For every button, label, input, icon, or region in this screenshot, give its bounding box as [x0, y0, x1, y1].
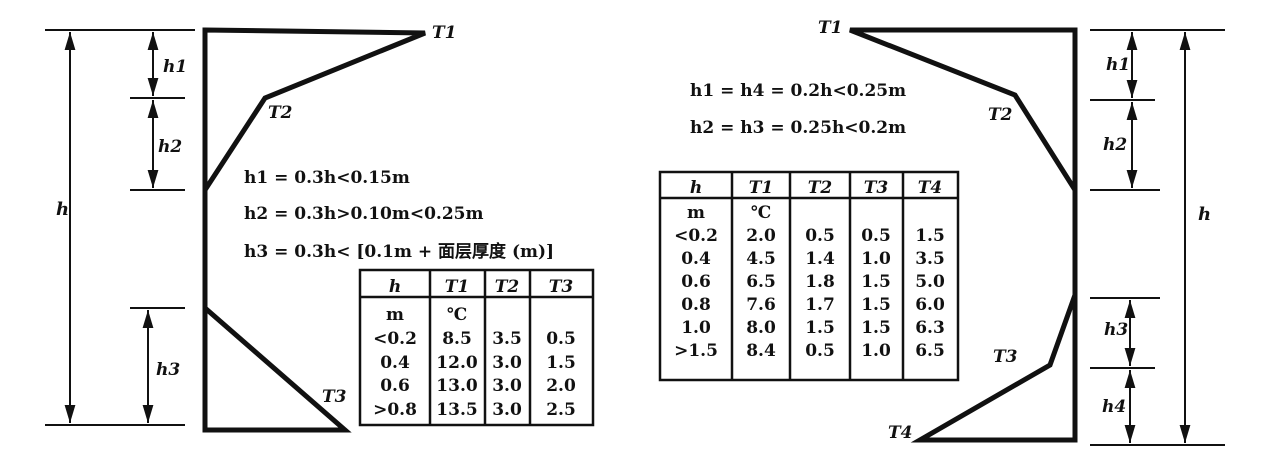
table-cell: 8.5 — [442, 329, 472, 349]
label-T1: T1 — [818, 18, 842, 38]
table-cell: 1.5 — [861, 272, 891, 292]
table-cell: 0.6 — [681, 272, 711, 292]
table-cell: 1.7 — [805, 295, 835, 315]
table-cell: 1.5 — [805, 318, 835, 338]
table-header: T3 — [549, 277, 574, 297]
label-T3: T3 — [322, 387, 347, 407]
table-cell: <0.2 — [674, 226, 718, 246]
table-cell: 2.0 — [546, 376, 576, 396]
label-T2: T2 — [268, 103, 293, 123]
table-cell: 13.0 — [436, 376, 478, 396]
table-cell: 1.0 — [681, 318, 711, 338]
label-h3: h3 — [1104, 320, 1128, 340]
label-T4: T4 — [888, 423, 912, 443]
table-cell: <0.2 — [373, 329, 417, 349]
left-table: h T1 T2 T3 m ℃ <0.2 8.5 3.5 0.5 0.4 12.0 3.0 1.5 0.6 13… — [358, 268, 595, 427]
table-cell: 8.4 — [746, 341, 776, 361]
label-T3: T3 — [993, 347, 1018, 367]
table-cell: 0.6 — [380, 376, 410, 396]
table-cell: 6.5 — [915, 341, 945, 361]
table-cell: 0.4 — [380, 353, 410, 373]
right-diagram: h h1 h2 h3 h4 T1 T2 T3 T4 h1 = h4 = 0.2h… — [658, 18, 1225, 446]
table-header: T3 — [864, 178, 889, 198]
table-cell: 6.0 — [915, 295, 945, 315]
table-cell: 0.5 — [546, 329, 576, 349]
table-unit: ℃ — [751, 203, 771, 223]
table-cell: 13.5 — [436, 400, 477, 420]
table-unit: m — [386, 305, 404, 325]
label-h4: h4 — [1102, 397, 1126, 417]
label-T1: T1 — [432, 23, 456, 43]
table-header: h — [389, 277, 401, 297]
top-temperature-profile — [849, 27, 1078, 199]
table-cell: 3.0 — [492, 353, 522, 373]
label-h2: h2 — [1103, 135, 1127, 155]
table-cell: 1.4 — [805, 249, 835, 269]
table-cell: 6.3 — [915, 318, 945, 338]
table-cell: 3.5 — [492, 329, 522, 349]
label-h3: h3 — [156, 360, 180, 380]
table-cell: 7.6 — [746, 295, 776, 315]
label-h2: h2 — [158, 137, 182, 157]
table-cell: 1.0 — [861, 249, 891, 269]
label-h: h — [1198, 204, 1211, 225]
table-cell: 2.5 — [546, 400, 576, 420]
table-unit: ℃ — [447, 305, 467, 325]
formula-h2-h3: h2 = h3 = 0.25h<0.2m — [690, 118, 906, 138]
right-table: h T1 T2 T3 T4 m ℃ <0.2 2.0 0.5 0.5 1.5 0.4 4.5 1.4 1.0 3… — [658, 170, 960, 382]
table-cell: 1.5 — [546, 353, 576, 373]
table-cell: 1.5 — [915, 226, 945, 246]
formula-h1-h4: h1 = h4 = 0.2h<0.25m — [690, 81, 906, 101]
table-cell: 3.5 — [915, 249, 945, 269]
label-T2: T2 — [988, 105, 1013, 125]
table-cell: 1.8 — [805, 272, 835, 292]
table-header: T1 — [749, 178, 773, 198]
table-cell: 0.4 — [681, 249, 711, 269]
table-cell: 1.5 — [861, 318, 891, 338]
table-cell: 0.5 — [861, 226, 891, 246]
table-cell: 5.0 — [915, 272, 945, 292]
label-h1: h1 — [1106, 55, 1130, 75]
table-header: T2 — [495, 277, 520, 297]
table-unit: m — [687, 203, 705, 223]
table-cell: 3.0 — [492, 400, 522, 420]
label-h: h — [56, 199, 69, 220]
table-cell: 1.0 — [861, 341, 891, 361]
formula-h3: h3 = 0.3h< [0.1m + 面层厚度 (m)] — [244, 241, 554, 262]
table-cell: 6.5 — [746, 272, 776, 292]
left-diagram: h h1 h2 h3 T1 T2 T3 h1 = 0.3h<0.15m h2 =… — [45, 23, 595, 433]
table-cell: 3.0 — [492, 376, 522, 396]
table-cell: 2.0 — [746, 226, 776, 246]
table-cell: 1.5 — [861, 295, 891, 315]
table-header: h — [690, 178, 702, 198]
table-cell: 0.5 — [805, 341, 835, 361]
table-header: T2 — [808, 178, 833, 198]
table-cell: 8.0 — [746, 318, 776, 338]
table-cell: 12.0 — [436, 353, 478, 373]
table-cell: >0.8 — [373, 400, 417, 420]
bottom-temperature-profile — [910, 294, 1078, 443]
table-header: T4 — [918, 178, 942, 198]
label-h1: h1 — [163, 57, 187, 77]
table-cell: 0.8 — [681, 295, 711, 315]
top-temperature-profile — [202, 27, 426, 199]
table-cell: 4.5 — [746, 249, 776, 269]
formula-h2: h2 = 0.3h>0.10m<0.25m — [244, 204, 483, 224]
bottom-temperature-profile — [202, 302, 352, 433]
table-cell: 0.5 — [805, 226, 835, 246]
formula-h1: h1 = 0.3h<0.15m — [244, 168, 410, 188]
table-header: T1 — [445, 277, 469, 297]
table-cell: >1.5 — [674, 341, 718, 361]
